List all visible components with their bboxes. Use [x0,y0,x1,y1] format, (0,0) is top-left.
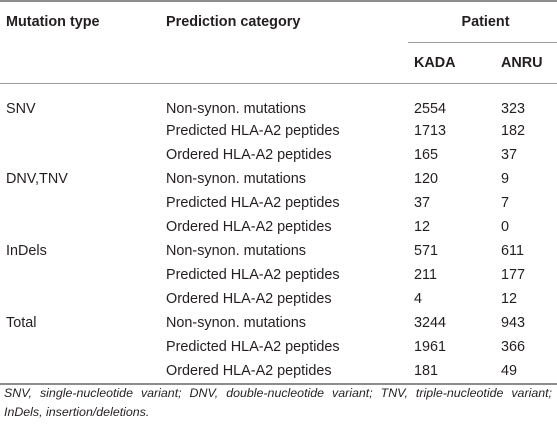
table-row: Total Non-synon. mutations 3244 943 [0,311,557,335]
anru-value-cell: 182 [501,123,526,139]
category-cell: Ordered HLA-A2 peptides [166,219,332,235]
table-row: InDels Non-synon. mutations 571 611 [0,239,557,263]
table-row: Ordered HLA-A2 peptides 4 12 [0,287,557,311]
kada-value-cell: 1713 [414,123,447,139]
table-row: Predicted HLA-A2 peptides 1713 182 [0,119,557,143]
header-patient-anru: ANRU [495,42,557,84]
anru-value-cell: 0 [501,219,510,235]
table-row: Ordered HLA-A2 peptides 165 37 [0,143,557,167]
header-mutation-type: Mutation type [0,0,160,43]
category-cell: Predicted HLA-A2 peptides [166,339,340,355]
anru-value-cell: 7 [501,195,510,211]
anru-value-cell: 9 [501,171,510,187]
category-cell: Non-synon. mutations [166,171,306,187]
category-cell: Ordered HLA-A2 peptides [166,291,332,307]
category-cell: Predicted HLA-A2 peptides [166,195,340,211]
category-cell: Non-synon. mutations [166,243,306,259]
mutation-table: Mutation type Prediction category Patien… [0,0,557,385]
kada-value-cell: 165 [414,147,439,163]
anru-value-cell: 611 [501,243,524,259]
mutation-type-cell: DNV,TNV [6,171,68,187]
table-row: Predicted HLA-A2 peptides 1961 366 [0,335,557,359]
category-cell: Non-synon. mutations [166,315,306,331]
kada-value-cell: 2554 [414,101,447,117]
table-row: Predicted HLA-A2 peptides 37 7 [0,191,557,215]
kada-value-cell: 3244 [414,315,447,331]
table-row: SNV Non-synon. mutations 2554 323 [0,84,557,120]
anru-value-cell: 177 [501,267,526,283]
table-row: Ordered HLA-A2 peptides 181 49 [0,359,557,385]
kada-value-cell: 120 [414,171,439,187]
table-footnote: SNV, single-nucleotide variant; DNV, dou… [4,386,552,419]
anru-value-cell: 323 [501,101,526,117]
header-patient: Patient [408,0,557,43]
category-cell: Ordered HLA-A2 peptides [166,147,332,163]
anru-value-cell: 366 [501,339,526,355]
header-prediction-category: Prediction category [160,0,408,43]
table-row: DNV,TNV Non-synon. mutations 120 9 [0,167,557,191]
category-cell: Predicted HLA-A2 peptides [166,267,340,283]
table-row: Ordered HLA-A2 peptides 12 0 [0,215,557,239]
category-cell: Non-synon. mutations [166,101,306,117]
kada-value-cell: 211 [414,267,437,283]
kada-value-cell: 181 [408,359,495,385]
kada-value-cell: 12 [414,219,431,235]
anru-value-cell: 12 [501,291,518,307]
kada-value-cell: 571 [414,243,439,259]
kada-value-cell: 4 [414,291,423,307]
kada-value-cell: 1961 [414,339,447,355]
mutation-type-cell: Total [6,315,37,331]
kada-value-cell: 37 [414,195,431,211]
header-patient-kada: KADA [408,42,495,84]
anru-value-cell: 37 [501,147,518,163]
anru-value-cell: 943 [501,315,526,331]
anru-value-cell: 49 [495,359,557,385]
mutation-type-cell: InDels [6,243,47,259]
category-cell: Predicted HLA-A2 peptides [166,123,340,139]
table-row: Predicted HLA-A2 peptides 211 177 [0,263,557,287]
category-cell: Ordered HLA-A2 peptides [160,359,408,385]
mutation-type-cell: SNV [6,101,36,117]
